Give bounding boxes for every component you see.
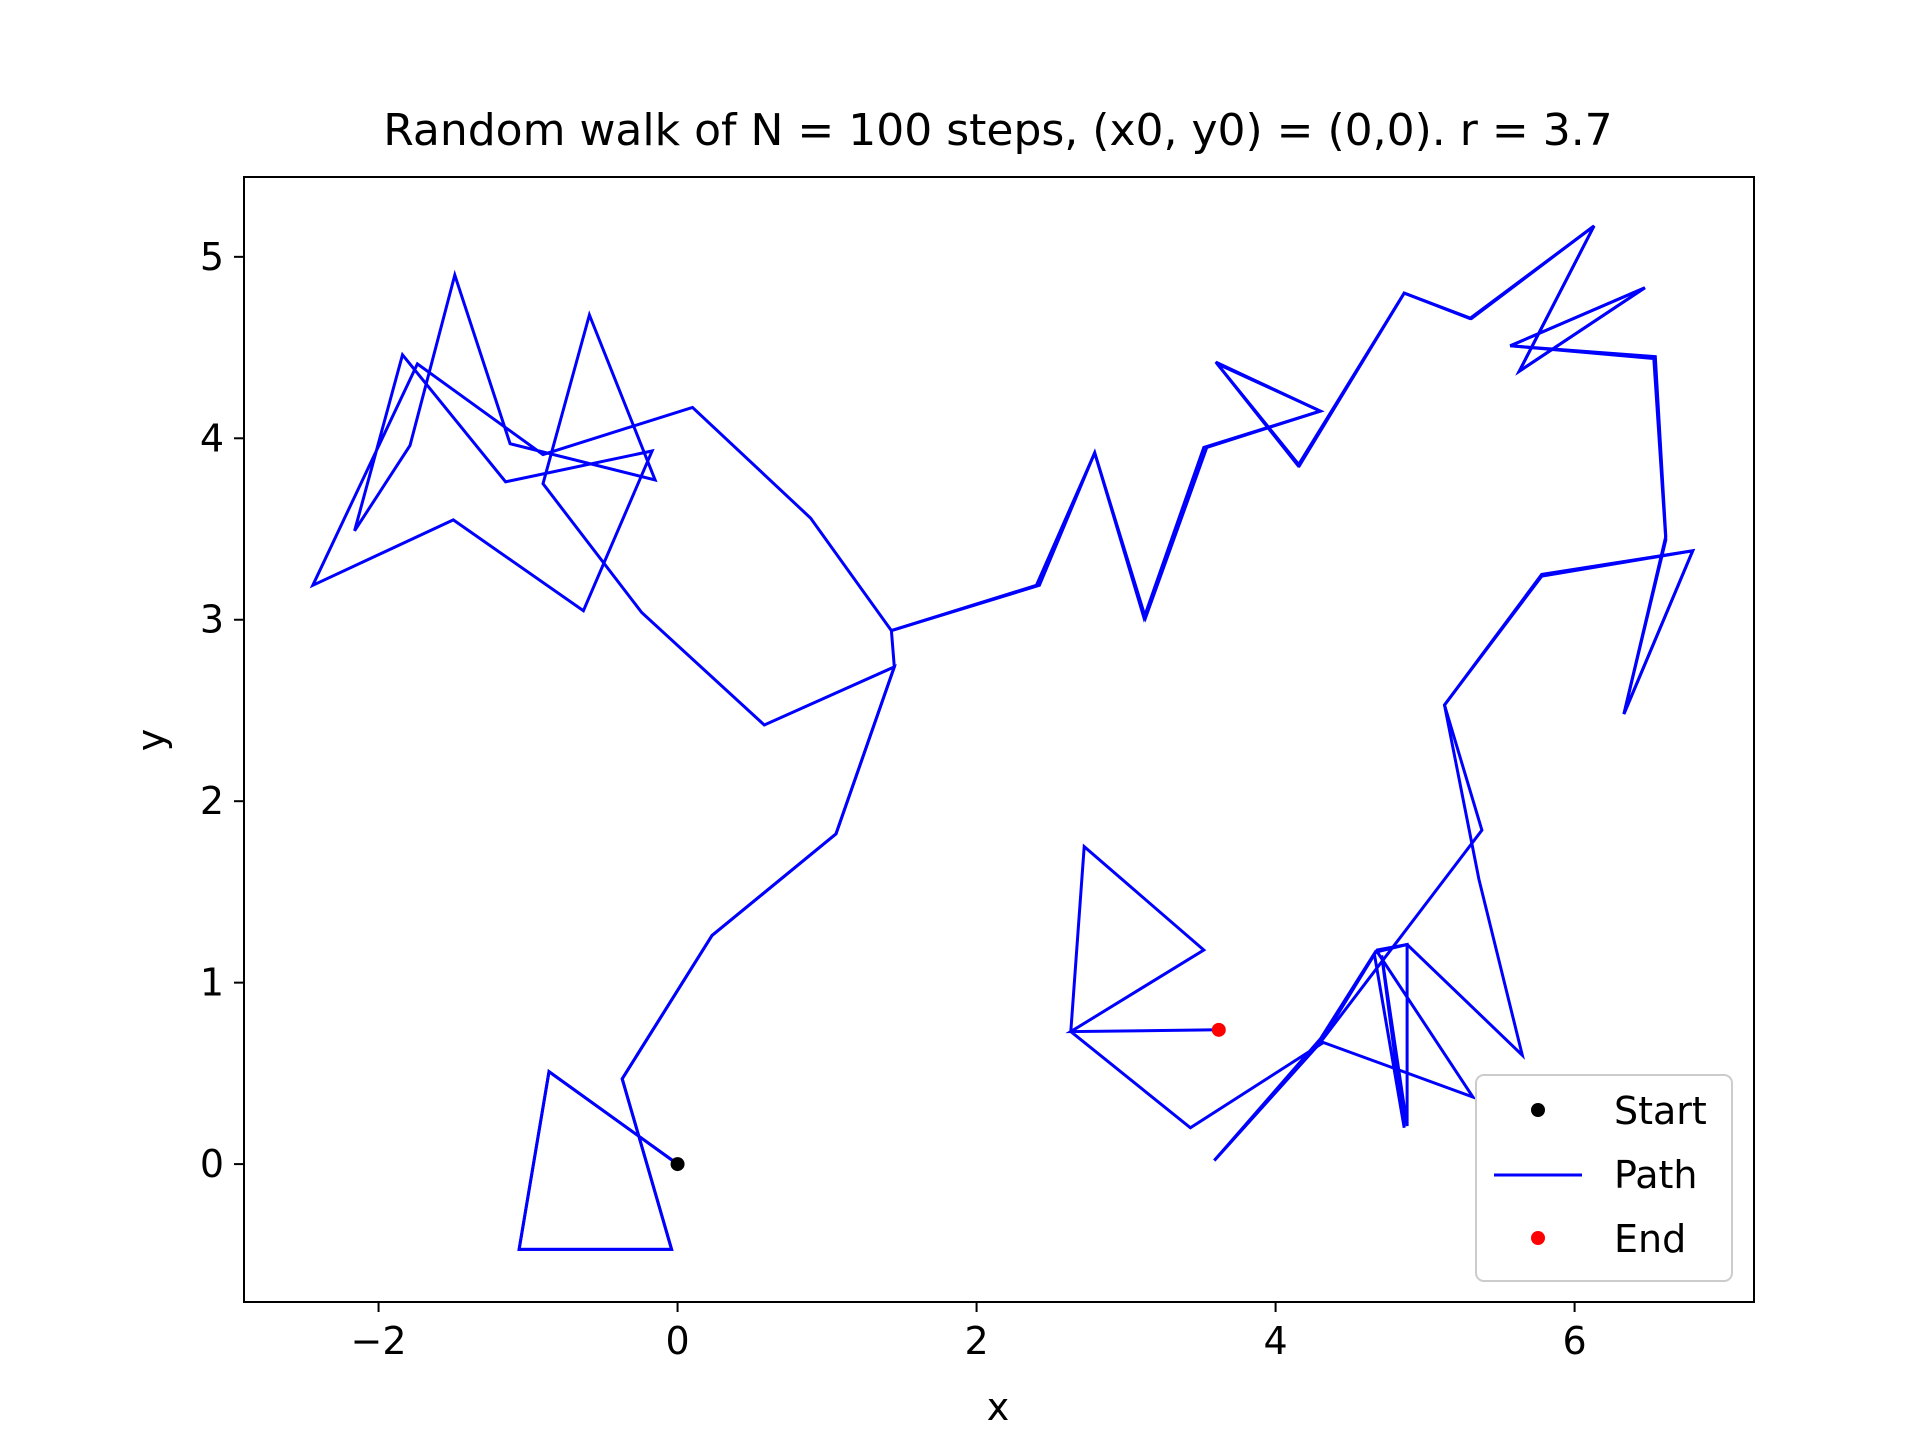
y-tick-label: 4: [200, 416, 224, 460]
y-tick-label: 5: [200, 235, 224, 279]
legend: Start Path End: [1475, 1074, 1733, 1282]
legend-end-label: End: [1614, 1217, 1686, 1261]
path-line-segment-b: [517, 224, 1696, 1251]
legend-start-marker: [1531, 1103, 1545, 1117]
legend-start-label: Start: [1614, 1089, 1707, 1133]
axes: −2 0 2 4 6 0 1 2 3 4 5: [200, 235, 1587, 1363]
x-axis-label: x: [987, 1385, 1010, 1429]
y-tick-label: 2: [200, 779, 224, 823]
y-tick-label: 3: [200, 598, 224, 642]
end-point: [1211, 1022, 1226, 1037]
x-tick-label: 2: [964, 1319, 988, 1363]
chart-title: Random walk of N = 100 steps, (x0, y0) =…: [383, 105, 1612, 156]
path-series: [309, 224, 1696, 1251]
marker-series: [670, 1022, 1226, 1172]
legend-path-label: Path: [1614, 1153, 1697, 1197]
start-point: [670, 1157, 685, 1172]
plot-frame: [243, 176, 1755, 1303]
legend-box: [1475, 1074, 1733, 1282]
x-tick-label: 4: [1263, 1319, 1287, 1363]
y-tick-label: 0: [200, 1142, 224, 1186]
x-tick-label: −2: [351, 1319, 407, 1363]
x-tick-label: 0: [665, 1319, 689, 1363]
y-tick-label: 1: [200, 961, 224, 1005]
y-axis-label: y: [129, 729, 173, 752]
legend-end-marker: [1531, 1231, 1545, 1245]
x-tick-label: 6: [1563, 1319, 1587, 1363]
